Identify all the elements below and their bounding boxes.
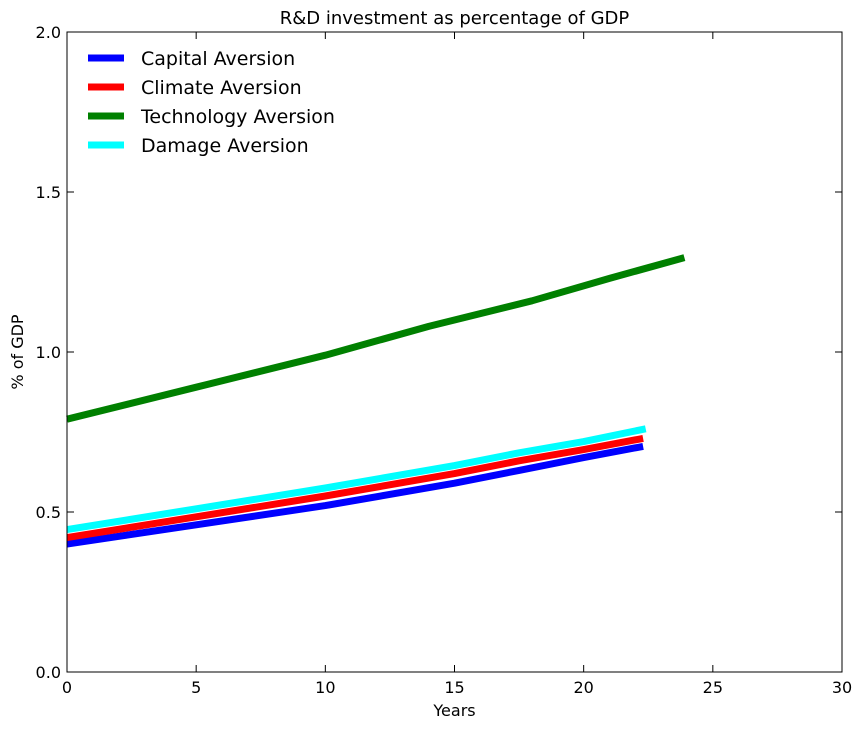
- series-line-damage-aversion: [66, 425, 647, 534]
- x-tick-label: 0: [62, 678, 72, 697]
- y-tick-label: 1.0: [36, 343, 61, 362]
- x-tick-label: 10: [315, 678, 335, 697]
- x-tick-label: 5: [191, 678, 201, 697]
- y-tick-label: 0.0: [36, 663, 61, 682]
- x-tick-label: 25: [703, 678, 723, 697]
- series-line-capital-aversion: [66, 442, 644, 548]
- legend-entry: Climate Aversion: [141, 77, 302, 99]
- legend-entry: Capital Aversion: [141, 48, 295, 70]
- plot-frame: [66, 31, 843, 673]
- y-tick-label: 0.5: [36, 503, 61, 522]
- legend-entry: Damage Aversion: [141, 135, 309, 157]
- series-layer: [66, 254, 686, 548]
- x-axis-label: Years: [432, 701, 475, 720]
- x-tick-label: 30: [832, 678, 852, 697]
- ticks-layer: 0 5 10 15 20 25 30 0.0 0.5 1.0 1.5 2.0: [36, 23, 853, 697]
- series-line-climate-aversion: [66, 434, 644, 542]
- x-tick-label: 15: [444, 678, 464, 697]
- x-tick-label: 20: [573, 678, 593, 697]
- y-tick-label: 1.5: [36, 183, 61, 202]
- legend: Capital Aversion Climate Aversion Technolo…: [88, 48, 335, 157]
- series-line-technology-aversion: [66, 254, 686, 423]
- chart-title: R&D investment as percentage of GDP: [280, 8, 630, 29]
- legend-entry: Technology Aversion: [140, 106, 335, 128]
- y-tick-label: 2.0: [36, 23, 61, 42]
- y-axis-label: % of GDP: [8, 314, 27, 390]
